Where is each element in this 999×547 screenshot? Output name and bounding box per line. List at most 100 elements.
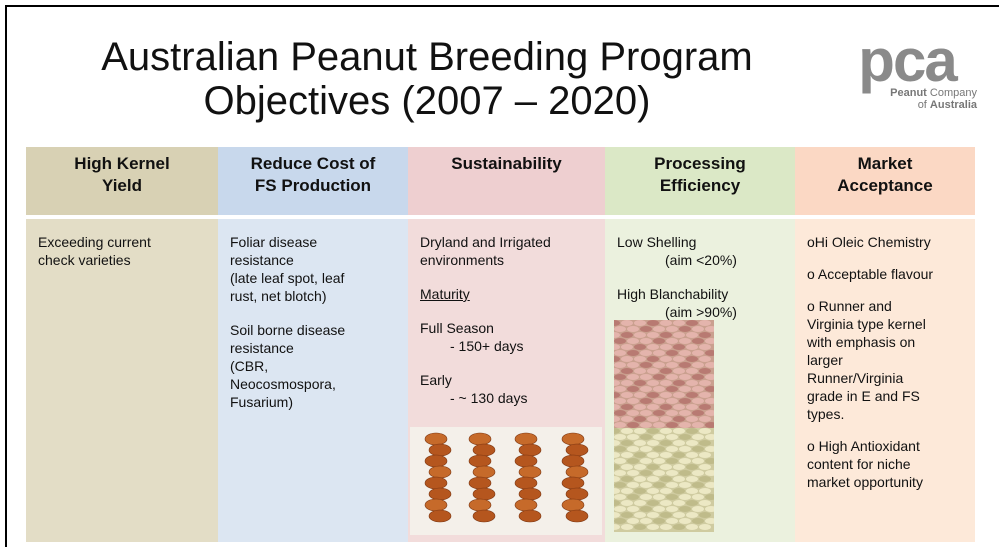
- kernel: [699, 320, 711, 326]
- pod: [566, 488, 588, 500]
- kernel: [627, 350, 639, 356]
- kernel: [692, 434, 704, 440]
- kernel: [621, 452, 633, 458]
- kernel: [614, 482, 626, 488]
- kernel: [673, 476, 685, 482]
- kernel: [686, 332, 698, 338]
- kernel: [621, 332, 633, 338]
- kernel: [627, 362, 639, 368]
- kernel: [679, 446, 691, 452]
- kernel: [660, 356, 672, 362]
- kernel: [621, 368, 633, 374]
- kernel: [647, 404, 659, 410]
- pod: [566, 444, 588, 456]
- kernel: [686, 476, 698, 482]
- kernel: [653, 506, 665, 512]
- kernel: [634, 356, 646, 362]
- kernel: [647, 416, 659, 422]
- kernel: [686, 416, 698, 422]
- kernel: [621, 512, 633, 518]
- kernel: [686, 404, 698, 410]
- body-line: resistance: [230, 251, 404, 269]
- kernel: [653, 350, 665, 356]
- heading-line: Sustainability: [408, 153, 605, 175]
- kernel: [660, 368, 672, 374]
- kernel: [673, 356, 685, 362]
- pod: [425, 455, 447, 467]
- kernel: [647, 440, 659, 446]
- kernel: [621, 488, 633, 494]
- kernel: [692, 398, 704, 404]
- kernel: [686, 452, 698, 458]
- kernel: [699, 428, 711, 434]
- kernel: [666, 422, 678, 428]
- kernel: [627, 482, 639, 488]
- kernel: [653, 362, 665, 368]
- kernel: [679, 482, 691, 488]
- kernel: [673, 440, 685, 446]
- pod: [519, 444, 541, 456]
- kernel: [699, 332, 711, 338]
- kernel: [679, 374, 691, 380]
- kernel: [692, 470, 704, 476]
- kernel: [666, 386, 678, 392]
- kernel: [614, 494, 626, 500]
- body-line: oHi Oleic Chemistry: [807, 233, 971, 251]
- column-heading: ProcessingEfficiency: [605, 147, 795, 219]
- kernel: [692, 494, 704, 500]
- pod: [425, 499, 447, 511]
- body-line: rust, net blotch): [230, 287, 404, 305]
- kernel: [627, 374, 639, 380]
- kernel: [634, 500, 646, 506]
- kernel: [614, 506, 626, 512]
- body-line: Exceeding current: [38, 233, 214, 251]
- kernel: [640, 422, 652, 428]
- heading-line: Efficiency: [605, 175, 795, 197]
- kernel: [679, 518, 691, 524]
- logo-word: Australia: [930, 99, 977, 111]
- kernel: [673, 404, 685, 410]
- pod: [515, 433, 537, 445]
- kernel: [692, 506, 704, 512]
- kernel: [699, 500, 711, 506]
- kernel: [686, 428, 698, 434]
- kernel: [660, 440, 672, 446]
- pod: [429, 488, 451, 500]
- kernel: [699, 488, 711, 494]
- kernel: [621, 344, 633, 350]
- pod: [562, 433, 584, 445]
- body-line: - 150+ days: [420, 337, 601, 355]
- kernel: [614, 470, 626, 476]
- kernel: [653, 470, 665, 476]
- kernel: [673, 416, 685, 422]
- kernel: [660, 380, 672, 386]
- slide: Australian Peanut Breeding Program Objec…: [5, 5, 999, 547]
- body-line: o Acceptable flavour: [807, 265, 971, 283]
- kernel: [679, 410, 691, 416]
- kernel: [660, 332, 672, 338]
- kernel: [634, 464, 646, 470]
- kernel: [627, 338, 639, 344]
- kernel: [686, 392, 698, 398]
- kernel: [679, 422, 691, 428]
- pod: [519, 488, 541, 500]
- pod: [473, 488, 495, 500]
- column-heading: MarketAcceptance: [795, 147, 975, 219]
- kernel: [640, 350, 652, 356]
- kernel: [640, 446, 652, 452]
- kernel: [647, 344, 659, 350]
- kernel: [666, 326, 678, 332]
- body-line: Early: [420, 371, 601, 389]
- kernel: [647, 524, 659, 530]
- kernel: [653, 422, 665, 428]
- pod: [429, 466, 451, 478]
- body-line: (aim >90%): [617, 303, 791, 321]
- paragraph: Soil borne diseaseresistance(CBR,Neocosm…: [230, 321, 404, 411]
- kernel: [660, 392, 672, 398]
- kernel: [666, 458, 678, 464]
- kernel: [627, 494, 639, 500]
- kernel: [634, 488, 646, 494]
- kernel: [627, 434, 639, 440]
